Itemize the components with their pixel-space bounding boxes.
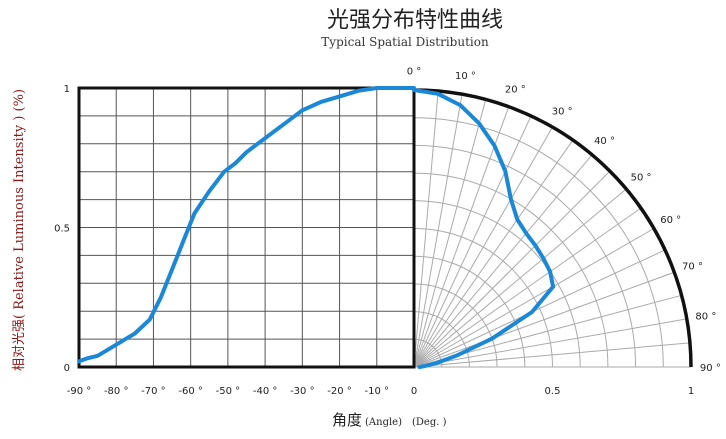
x-tick-label: -10 °	[365, 386, 390, 397]
polar-angle-label: 0 °	[407, 67, 422, 78]
y-tick-label: 0	[64, 363, 70, 374]
polar-radius-labels: 0.5 1	[545, 386, 695, 397]
x-axis-label: 角度	[332, 411, 362, 429]
polar-radius-label: 0.5	[545, 386, 561, 397]
polar-radius-label: 1	[688, 386, 694, 397]
polar-grid-spoke	[413, 115, 532, 368]
polar-grid-spoke	[413, 91, 439, 368]
x-tick-label: -50 °	[216, 386, 241, 397]
polar-grid-spoke	[413, 271, 675, 368]
y-tick-label: 0.5	[54, 224, 70, 235]
polar-angle-label: 40 °	[594, 136, 615, 147]
polar-angle-label: 50 °	[631, 172, 652, 183]
polar-angle-label: 80 °	[695, 312, 716, 323]
chart-title: 光强分布特性曲线	[327, 8, 503, 33]
polar-angle-label: 60 °	[660, 215, 681, 226]
polar-angle-label: 20 °	[505, 84, 526, 95]
y-axis-label: 相对光强( Relative Luminous Intensity ) (%)	[12, 89, 27, 371]
x-tick-label: -40 °	[253, 386, 278, 397]
x-axis-unit: (Deg. )	[412, 417, 447, 428]
cartesian-frame	[77, 86, 416, 369]
polar-grid-spoke	[413, 318, 687, 368]
x-tick-label: -30 °	[290, 386, 315, 397]
polar-angle-label: 30 °	[552, 106, 573, 117]
x-tick-label: -60 °	[178, 386, 203, 397]
polar-grid-spoke	[413, 106, 510, 368]
polar-grid-spoke	[413, 154, 593, 368]
chart-subtitle: Typical Spatial Distribution	[321, 35, 489, 49]
y-tick-label: 1	[64, 84, 70, 95]
polar-grid-spoke	[413, 126, 553, 368]
polar-grid-spoke	[413, 249, 666, 368]
polar-grid-spoke	[413, 342, 690, 368]
x-tick-label: 0	[411, 386, 417, 397]
polar-outer-arc	[413, 88, 693, 368]
polar-angle-label: 70 °	[682, 262, 703, 273]
cartesian-intensity-line	[77, 86, 416, 364]
polar-grid-spoke	[413, 139, 574, 368]
x-tick-label: -70 °	[141, 386, 166, 397]
x-tick-label: -20 °	[327, 386, 352, 397]
x-tick-label: -80 °	[104, 386, 129, 397]
polar-grid-spoke	[413, 99, 487, 368]
cartesian-grid	[79, 88, 414, 367]
polar-grid-spoke	[413, 207, 642, 368]
polar-grid-spoke	[413, 188, 627, 368]
x-tick-label: -90 °	[67, 386, 92, 397]
polar-grid-spoke	[413, 94, 463, 368]
polar-grid-spoke	[413, 228, 655, 368]
polar-intensity-line	[412, 88, 556, 369]
polar-angle-label: 10 °	[455, 71, 476, 82]
polar-grid-spoke	[413, 170, 611, 368]
polar-angle-labels: 0 ° 10 ° 20 ° 30 ° 40 ° 50 ° 60 ° 70 ° 80 ° 90 °	[407, 67, 721, 374]
polar-grid	[413, 90, 691, 368]
x-axis-label-en: (Angle)	[365, 417, 402, 428]
polar-angle-label: 90 °	[700, 363, 721, 374]
cartesian-tick-labels: -90 ° -80 ° -70 ° -60 ° -50 ° -40 ° -30 ° -20 °…	[54, 84, 417, 397]
